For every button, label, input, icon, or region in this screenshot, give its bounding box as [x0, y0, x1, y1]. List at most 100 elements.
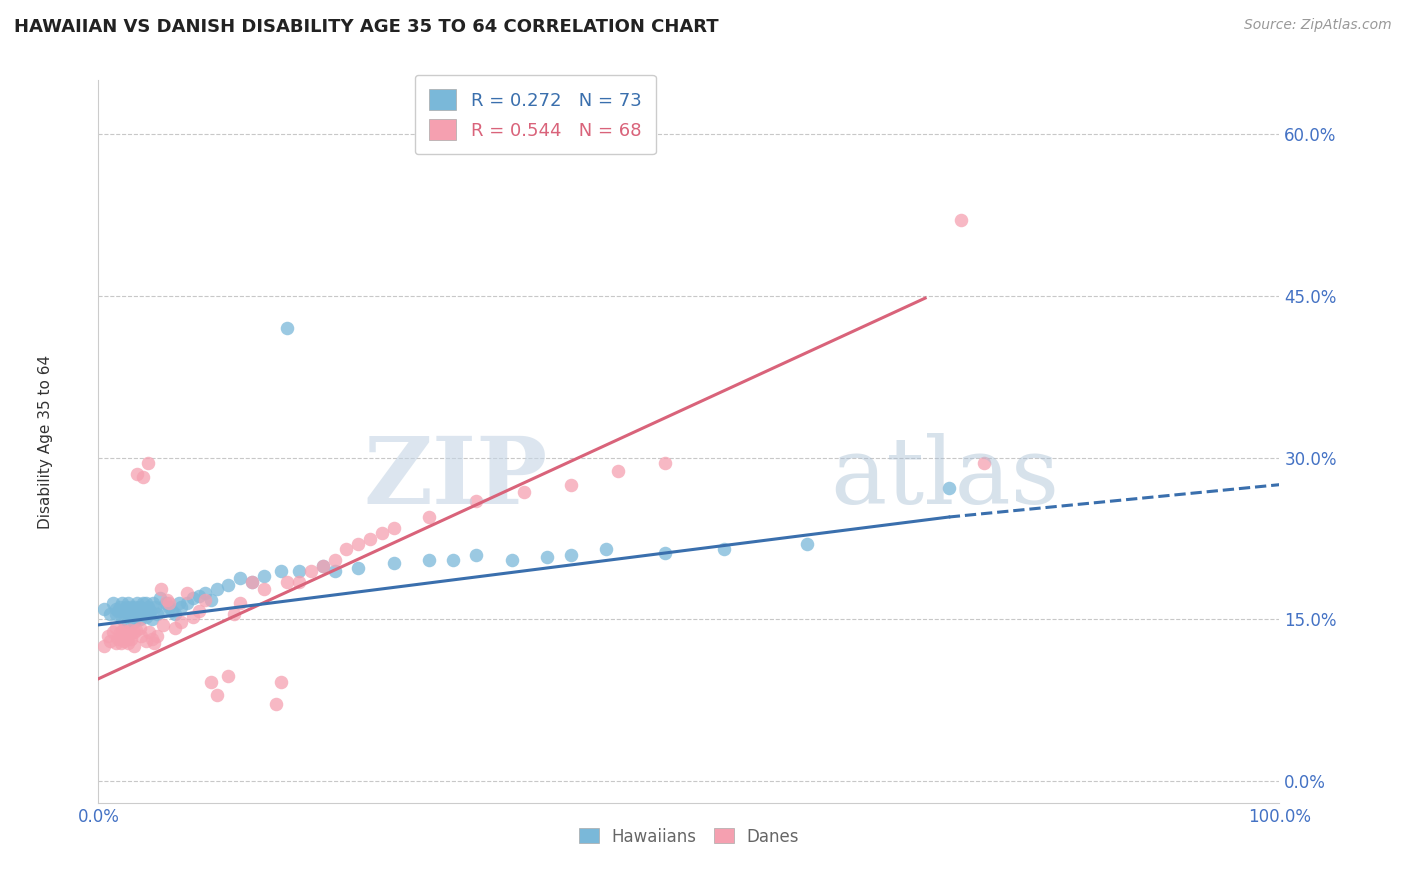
Point: [382, 521, 405, 535]
Point: [117, 596, 139, 610]
Point: [105, 621, 128, 635]
Point: [217, 668, 239, 682]
Point: [205, 582, 228, 597]
Point: [323, 564, 346, 578]
Point: [146, 607, 169, 621]
Point: [194, 585, 217, 599]
Point: [111, 596, 134, 610]
Point: [114, 625, 136, 640]
Point: [200, 675, 222, 690]
Point: [138, 607, 160, 621]
Point: [121, 599, 143, 614]
Point: [276, 574, 298, 589]
Point: [112, 624, 135, 638]
Point: [138, 625, 160, 640]
Point: [607, 464, 630, 478]
Point: [312, 558, 335, 573]
Point: [110, 636, 132, 650]
Point: [98, 607, 121, 621]
Point: [270, 675, 292, 690]
Point: [129, 604, 152, 618]
Point: [167, 596, 190, 610]
Point: [157, 596, 180, 610]
Point: [501, 553, 523, 567]
Point: [217, 578, 239, 592]
Point: [347, 537, 370, 551]
Point: [117, 615, 139, 629]
Point: [120, 604, 142, 618]
Point: [560, 548, 582, 562]
Text: atlas: atlas: [831, 433, 1060, 523]
Point: [205, 688, 228, 702]
Point: [127, 467, 149, 481]
Point: [112, 607, 135, 621]
Point: [536, 549, 558, 564]
Text: Source: ZipAtlas.com: Source: ZipAtlas.com: [1244, 18, 1392, 32]
Point: [135, 596, 157, 610]
Point: [240, 574, 263, 589]
Point: [120, 624, 142, 638]
Point: [359, 532, 381, 546]
Point: [371, 526, 394, 541]
Point: [253, 582, 276, 597]
Point: [108, 599, 131, 614]
Point: [194, 593, 217, 607]
Point: [136, 456, 159, 470]
Point: [165, 607, 187, 621]
Point: [122, 640, 145, 654]
Point: [157, 599, 180, 614]
Point: [132, 596, 155, 610]
Point: [176, 585, 198, 599]
Point: [142, 596, 165, 610]
Point: [129, 629, 152, 643]
Point: [128, 621, 150, 635]
Point: [136, 599, 159, 614]
Point: [165, 621, 187, 635]
Point: [132, 470, 155, 484]
Point: [93, 640, 115, 654]
Point: [141, 632, 163, 646]
Point: [170, 599, 193, 614]
Point: [654, 456, 676, 470]
Point: [229, 596, 252, 610]
Point: [938, 481, 960, 495]
Point: [512, 485, 534, 500]
Point: [654, 546, 676, 560]
Point: [128, 599, 150, 614]
Point: [288, 564, 311, 578]
Point: [253, 569, 276, 583]
Point: [170, 615, 193, 629]
Point: [335, 542, 357, 557]
Point: [128, 607, 150, 621]
Text: ZIP: ZIP: [363, 433, 547, 523]
Point: [117, 636, 139, 650]
Point: [418, 553, 440, 567]
Point: [181, 610, 204, 624]
Point: [176, 596, 198, 610]
Point: [299, 564, 322, 578]
Point: [115, 632, 138, 646]
Point: [276, 321, 298, 335]
Point: [122, 625, 145, 640]
Point: [224, 607, 246, 621]
Point: [105, 636, 128, 650]
Point: [108, 625, 131, 640]
Point: [112, 604, 135, 618]
Legend: Hawaiians, Danes: Hawaiians, Danes: [572, 821, 806, 852]
Point: [125, 624, 148, 638]
Point: [200, 593, 222, 607]
Point: [118, 607, 141, 621]
Point: [270, 564, 292, 578]
Point: [142, 636, 165, 650]
Point: [93, 601, 115, 615]
Point: [382, 557, 405, 571]
Point: [152, 618, 174, 632]
Point: [418, 510, 440, 524]
Point: [160, 604, 183, 618]
Point: [149, 591, 172, 605]
Point: [135, 634, 157, 648]
Point: [150, 582, 173, 597]
Point: [973, 456, 995, 470]
Point: [264, 697, 287, 711]
Point: [122, 604, 145, 618]
